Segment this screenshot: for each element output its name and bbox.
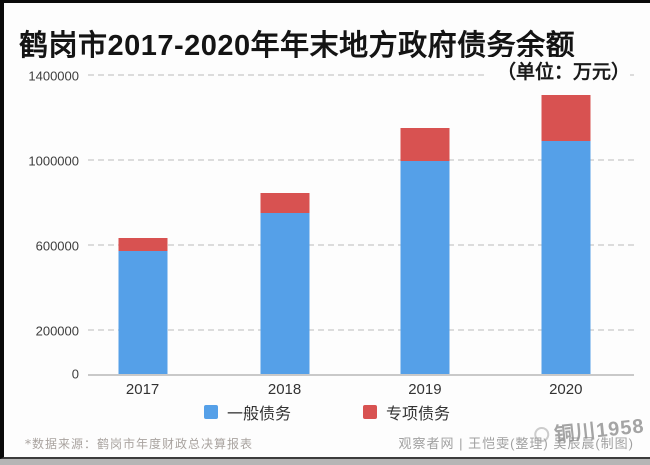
- bar-2020: [541, 76, 591, 374]
- gridline: [88, 329, 634, 332]
- legend-swatch-icon: [203, 405, 218, 419]
- bar-chart-plot: 0 200000 600000 1000000 1400000 2017 2018 2019…: [28, 69, 634, 398]
- credit: 观察者网 | 王恺雯(整理) 吴辰晨(制图): [398, 436, 634, 451]
- bar-segment-2017-一般债务: [118, 251, 168, 374]
- gridline: [88, 244, 634, 247]
- y-tick-label: 200000: [35, 323, 79, 339]
- bar-segment-2020-一般债务: [541, 141, 591, 374]
- y-tick-label: 1400000: [28, 68, 79, 84]
- legend-item: 一般债务: [203, 400, 291, 424]
- page-title: 鹤岗市2017-2020年年末地方政府债务余额: [19, 30, 576, 62]
- unit-label: （单位：万元）: [486, 57, 630, 84]
- x-tick-label: 2017: [125, 381, 160, 398]
- legend-label: 专项债务: [386, 406, 451, 423]
- gridline: [88, 159, 634, 162]
- y-tick-label: 1000000: [28, 153, 79, 169]
- x-tick-label: 2019: [408, 381, 442, 398]
- bar-2019: [400, 76, 450, 374]
- bar-2018: [260, 76, 310, 374]
- bar-segment-2018-专项债务: [260, 192, 310, 213]
- bar-segment-2019-一般债务: [400, 160, 450, 374]
- bar-segment-2017-专项债务: [118, 237, 168, 252]
- x-tick-label: 2018: [267, 381, 302, 398]
- y-tick-label: 600000: [35, 238, 79, 254]
- legend-label: 一般债务: [226, 406, 291, 423]
- bar-segment-2020-专项债务: [541, 95, 591, 142]
- gridline: [88, 74, 634, 76]
- bar-segment-2019-专项债务: [400, 127, 450, 161]
- bar-2017: [118, 76, 168, 374]
- bar-segment-2018-一般债务: [260, 212, 310, 374]
- y-tick-label: 0: [71, 366, 79, 382]
- x-tick-label: 2020: [549, 381, 583, 398]
- source-note: *数据来源：鹤岗市年度财政总决算报表: [25, 437, 254, 451]
- legend-swatch-icon: [363, 405, 377, 419]
- footer: *数据来源：鹤岗市年度财政总决算报表 观察者网 | 王恺雯(整理) 吴辰晨(制图…: [25, 433, 634, 452]
- chart-legend: 一般债务 专项债务: [4, 400, 650, 424]
- legend-item: 专项债务: [363, 400, 450, 424]
- watermark-logo-icon: [533, 426, 550, 443]
